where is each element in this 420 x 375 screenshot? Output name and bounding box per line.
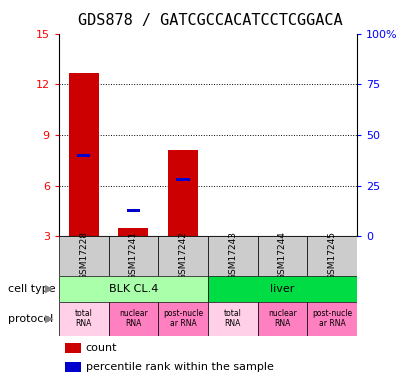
Text: total
RNA: total RNA	[75, 309, 92, 328]
Text: GSM17242: GSM17242	[178, 231, 188, 280]
Bar	[59, 302, 108, 336]
Bar	[208, 302, 257, 336]
Text: nuclear
RNA: nuclear RNA	[119, 309, 148, 328]
Bar	[307, 236, 357, 276]
Bar	[176, 178, 190, 181]
Bar	[257, 236, 307, 276]
Bar	[208, 236, 257, 276]
Text: GDS878 / GATCGCCACATCCTCGGACA: GDS878 / GATCGCCACATCCTCGGACA	[78, 13, 342, 28]
Bar	[118, 228, 148, 236]
Bar	[59, 276, 208, 302]
Bar	[59, 236, 108, 276]
Text: GSM17241: GSM17241	[129, 231, 138, 280]
Bar	[127, 209, 140, 213]
Text: GSM17245: GSM17245	[328, 231, 337, 280]
Bar	[158, 236, 208, 276]
Text: cell type: cell type	[8, 284, 56, 294]
Text: protocol: protocol	[8, 314, 54, 324]
Text: count: count	[86, 343, 117, 353]
Bar	[108, 302, 158, 336]
Bar	[77, 154, 90, 157]
Bar	[65, 343, 81, 353]
Text: liver: liver	[270, 284, 295, 294]
Bar	[168, 150, 198, 236]
Bar	[69, 73, 99, 236]
Bar	[158, 302, 208, 336]
Bar	[108, 236, 158, 276]
Bar	[65, 362, 81, 372]
Text: GSM17244: GSM17244	[278, 231, 287, 280]
Text: nuclear
RNA: nuclear RNA	[268, 309, 297, 328]
Text: BLK CL.4: BLK CL.4	[109, 284, 158, 294]
Text: post-nucle
ar RNA: post-nucle ar RNA	[312, 309, 352, 328]
Text: GSM17228: GSM17228	[79, 231, 88, 280]
Text: GSM17243: GSM17243	[228, 231, 237, 280]
Text: percentile rank within the sample: percentile rank within the sample	[86, 362, 273, 372]
Bar	[257, 302, 307, 336]
Text: total
RNA: total RNA	[224, 309, 241, 328]
Text: ▶: ▶	[45, 284, 54, 294]
Bar	[208, 276, 357, 302]
Text: post-nucle
ar RNA: post-nucle ar RNA	[163, 309, 203, 328]
Text: ▶: ▶	[45, 314, 54, 324]
Bar	[307, 302, 357, 336]
